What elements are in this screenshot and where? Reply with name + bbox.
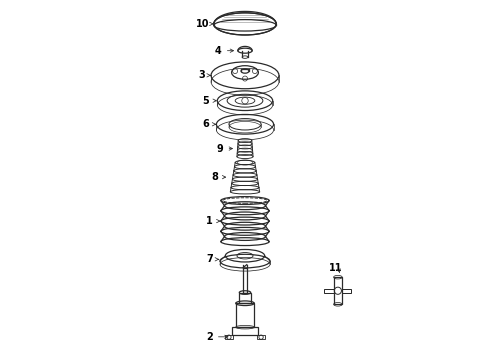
Text: 8: 8 (211, 172, 218, 182)
Text: 2: 2 (206, 332, 213, 342)
Bar (232, 327, 258, 335)
Text: 5: 5 (202, 96, 209, 106)
Text: 3: 3 (198, 70, 205, 80)
Text: 10: 10 (196, 19, 209, 29)
Text: 4: 4 (215, 46, 222, 56)
Bar (243, 267, 247, 293)
Text: 7: 7 (206, 254, 213, 264)
Text: 9: 9 (217, 144, 223, 154)
Bar (224, 335, 233, 339)
Bar (334, 277, 342, 304)
Bar (239, 293, 251, 303)
Bar (236, 303, 254, 327)
Text: 1: 1 (206, 216, 213, 226)
Text: 6: 6 (202, 119, 209, 129)
Text: 11: 11 (329, 262, 343, 273)
Bar (257, 335, 266, 339)
